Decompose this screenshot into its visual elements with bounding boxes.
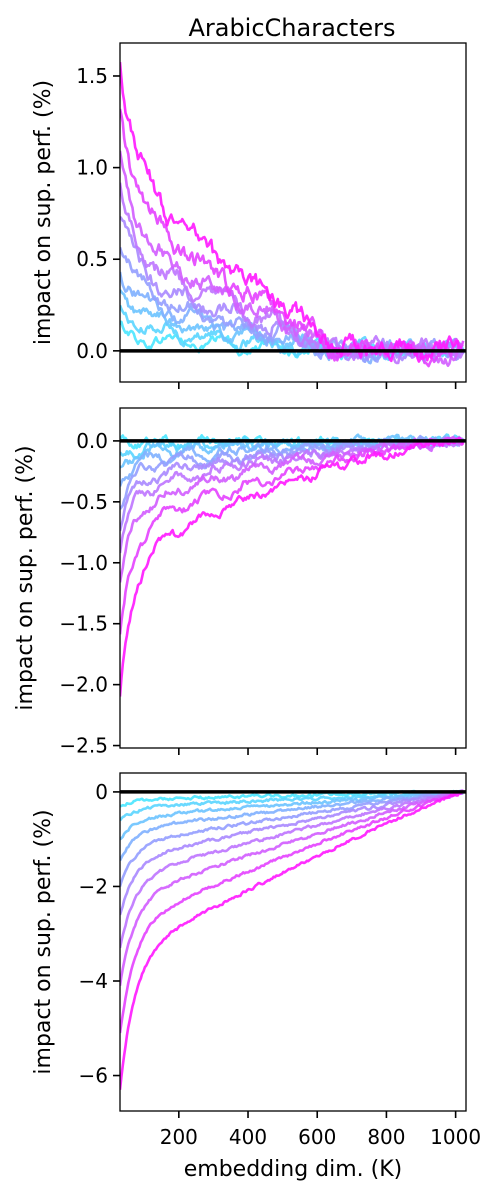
y-tick-label: −0.5 xyxy=(59,490,108,514)
plot-frame xyxy=(119,42,467,383)
chart-title: ArabicCharacters xyxy=(188,14,395,42)
plot-frame xyxy=(119,407,467,749)
y-tick-label: 1.0 xyxy=(76,156,108,180)
y-tick-label: −1.0 xyxy=(59,551,108,575)
series-group xyxy=(120,433,465,697)
x-tick-label: 200 xyxy=(160,1125,198,1149)
series-line-8 xyxy=(120,789,464,986)
series-line-10 xyxy=(120,61,464,363)
y-tick-label: −4 xyxy=(79,969,108,993)
series-line-5 xyxy=(120,790,465,887)
series-line-10 xyxy=(120,436,465,697)
y-tick-label: −2 xyxy=(79,874,108,898)
chart-panel-top: 0.0 0.5 1.0 1.5 impact on sup. perf. (%) xyxy=(31,42,467,389)
series-line-7 xyxy=(120,790,465,949)
x-axis-label: embedding dim. (K) xyxy=(184,1157,403,1182)
y-axis-label: impact on sup. perf. (%) xyxy=(13,445,38,710)
series-line-3 xyxy=(120,789,464,841)
y-tick-label: 0.0 xyxy=(76,429,108,453)
y-tick-label: −2.5 xyxy=(59,734,108,758)
plot-frame xyxy=(119,772,467,1112)
y-tick-label: 0 xyxy=(95,780,108,804)
y-tick-label: −1.5 xyxy=(59,612,108,636)
chart-panel-middle: −2.5 −2.0 −1.5 −1.0 −0.5 0.0 impact on sup. pe… xyxy=(13,407,467,758)
x-tick-label: 400 xyxy=(229,1125,267,1149)
y-tick-label: 0.5 xyxy=(76,247,108,271)
y-axis-label: impact on sup. perf. (%) xyxy=(31,80,56,345)
series-line-9 xyxy=(120,436,465,635)
y-tick-label: −2.0 xyxy=(59,673,108,697)
x-tick-label: 600 xyxy=(298,1125,336,1149)
series-line-6 xyxy=(120,791,464,916)
series-line-10 xyxy=(120,790,464,1090)
series-line-1 xyxy=(120,433,465,450)
series-line-3 xyxy=(120,433,465,469)
y-tick-label: 0.0 xyxy=(76,339,108,363)
y-tick-label: −6 xyxy=(79,1064,108,1088)
x-tick-label: 1000 xyxy=(430,1125,481,1149)
series-group xyxy=(120,789,465,1090)
series-line-9 xyxy=(120,790,464,1034)
y-tick-label: 1.5 xyxy=(76,64,108,88)
series-group xyxy=(120,61,465,368)
y-axis-label: impact on sup. perf. (%) xyxy=(31,809,56,1074)
x-tick-label: 800 xyxy=(367,1125,405,1149)
chart-panel-bottom: −6 −4 −2 0 200 400 600 800 1000 impact on sup. pe… xyxy=(31,772,481,1182)
